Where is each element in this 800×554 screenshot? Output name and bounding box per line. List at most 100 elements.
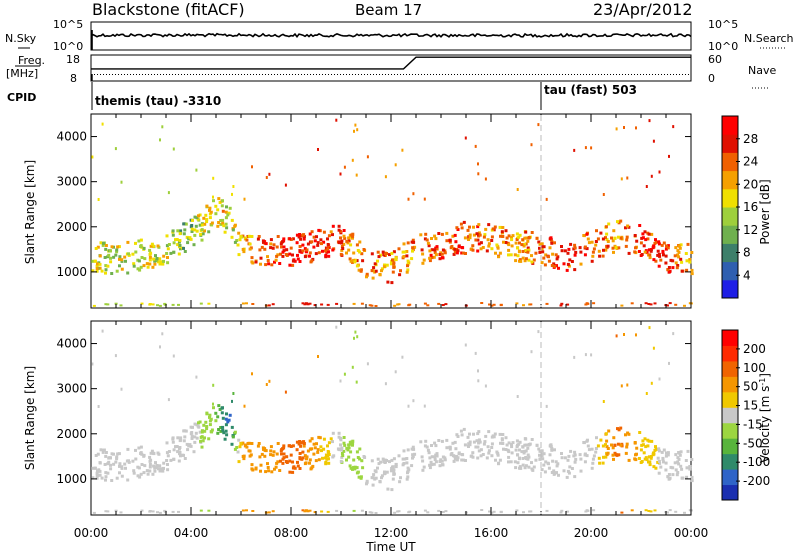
data-cell	[339, 448, 343, 452]
data-cell	[677, 250, 681, 254]
data-cell	[115, 250, 119, 254]
data-cell	[612, 457, 615, 461]
data-cell	[124, 259, 127, 263]
data-cell	[227, 418, 231, 422]
data-cell	[501, 442, 505, 445]
data-cell	[640, 460, 644, 463]
colorbar-swatch	[722, 376, 738, 393]
data-cell	[236, 243, 240, 247]
data-cell	[91, 269, 95, 273]
data-cell	[335, 302, 339, 305]
data-cell	[394, 258, 398, 262]
data-cell	[507, 460, 510, 464]
data-cell	[123, 462, 127, 466]
data-cell	[162, 461, 166, 465]
data-cell	[95, 471, 99, 475]
data-cell	[254, 260, 258, 264]
data-cell	[195, 168, 198, 172]
data-cell	[553, 265, 557, 268]
data-cell	[406, 264, 409, 268]
data-cell	[340, 239, 344, 243]
data-cell	[464, 459, 467, 462]
data-cell	[617, 221, 621, 225]
data-cell	[284, 183, 287, 187]
data-cell	[413, 452, 417, 456]
data-cell	[308, 251, 312, 255]
data-cell	[108, 249, 112, 253]
data-cell	[479, 448, 483, 452]
data-cell	[605, 439, 609, 443]
data-cell	[407, 468, 411, 472]
data-cell	[585, 232, 589, 236]
data-cell	[118, 464, 121, 468]
data-cell	[477, 242, 481, 246]
data-cell	[262, 240, 265, 244]
data-cell	[579, 457, 583, 461]
data-cell	[509, 253, 513, 257]
data-cell	[102, 448, 105, 452]
data-cell	[341, 454, 345, 457]
data-cell	[384, 175, 387, 179]
data-cell	[402, 449, 406, 453]
data-cell	[399, 476, 402, 480]
data-cell	[349, 450, 353, 454]
data-cell	[510, 442, 513, 446]
data-cell	[224, 222, 228, 226]
data-cell	[466, 435, 470, 439]
data-cell	[218, 201, 222, 204]
data-cell	[233, 223, 237, 227]
data-cell	[186, 241, 190, 245]
data-cell	[547, 462, 550, 466]
data-cell	[668, 302, 672, 305]
data-cell	[492, 510, 496, 513]
data-cell	[518, 448, 521, 452]
data-cell	[657, 449, 661, 453]
data-cell	[688, 260, 692, 264]
data-cell	[443, 251, 447, 255]
data-cell	[166, 454, 170, 458]
data-cell	[494, 251, 497, 255]
data-cell	[374, 476, 378, 480]
data-cell	[501, 235, 505, 238]
data-cell	[452, 252, 456, 256]
data-cell	[357, 268, 361, 272]
data-cell	[490, 454, 494, 458]
data-cell	[352, 302, 356, 305]
data-cell	[412, 399, 415, 403]
data-cell	[649, 455, 653, 458]
data-cell	[524, 456, 528, 459]
data-cell	[690, 475, 694, 479]
data-cell	[565, 475, 569, 479]
data-cell	[355, 173, 358, 177]
data-cell	[524, 257, 528, 261]
data-cell	[390, 251, 394, 255]
data-cell	[671, 259, 675, 263]
data-cell	[245, 509, 248, 512]
data-cell	[154, 254, 157, 258]
data-cell	[675, 266, 679, 270]
data-cell	[203, 436, 206, 440]
data-cell	[633, 441, 637, 444]
data-cell	[380, 269, 383, 273]
data-cell	[413, 245, 417, 249]
data-cell	[146, 472, 150, 476]
data-cell	[521, 445, 525, 449]
data-cell	[165, 459, 169, 462]
data-cell	[645, 392, 648, 395]
data-cell	[474, 351, 477, 355]
data-cell	[198, 223, 202, 227]
data-cell	[560, 456, 564, 460]
data-cell	[322, 437, 326, 441]
data-cell	[645, 458, 649, 462]
data-cell	[678, 246, 682, 250]
x-axis-ticks: 00:00 04:00 08:00 12:00 16:00 20:00 00:00	[74, 526, 709, 540]
data-cell	[590, 466, 594, 470]
data-cell	[560, 302, 564, 305]
data-cell	[676, 264, 680, 267]
data-cell	[468, 440, 472, 444]
colorbar-swatch	[722, 330, 738, 346]
data-cell	[584, 146, 587, 150]
data-cell	[435, 454, 439, 458]
